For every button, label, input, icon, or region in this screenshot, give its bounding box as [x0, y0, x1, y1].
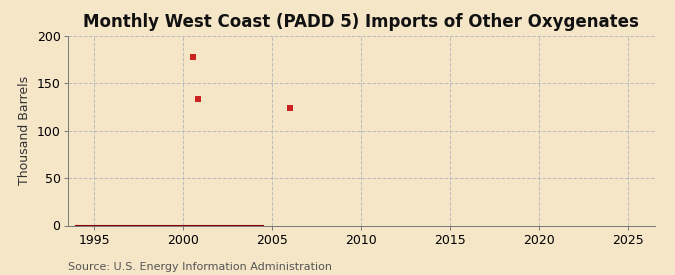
- Y-axis label: Thousand Barrels: Thousand Barrels: [18, 76, 31, 185]
- Point: [188, 54, 199, 59]
- Point: [192, 97, 203, 101]
- Point: [285, 106, 296, 110]
- Text: Source: U.S. Energy Information Administration: Source: U.S. Energy Information Administ…: [68, 262, 331, 272]
- Title: Monthly West Coast (PADD 5) Imports of Other Oxygenates: Monthly West Coast (PADD 5) Imports of O…: [83, 13, 639, 31]
